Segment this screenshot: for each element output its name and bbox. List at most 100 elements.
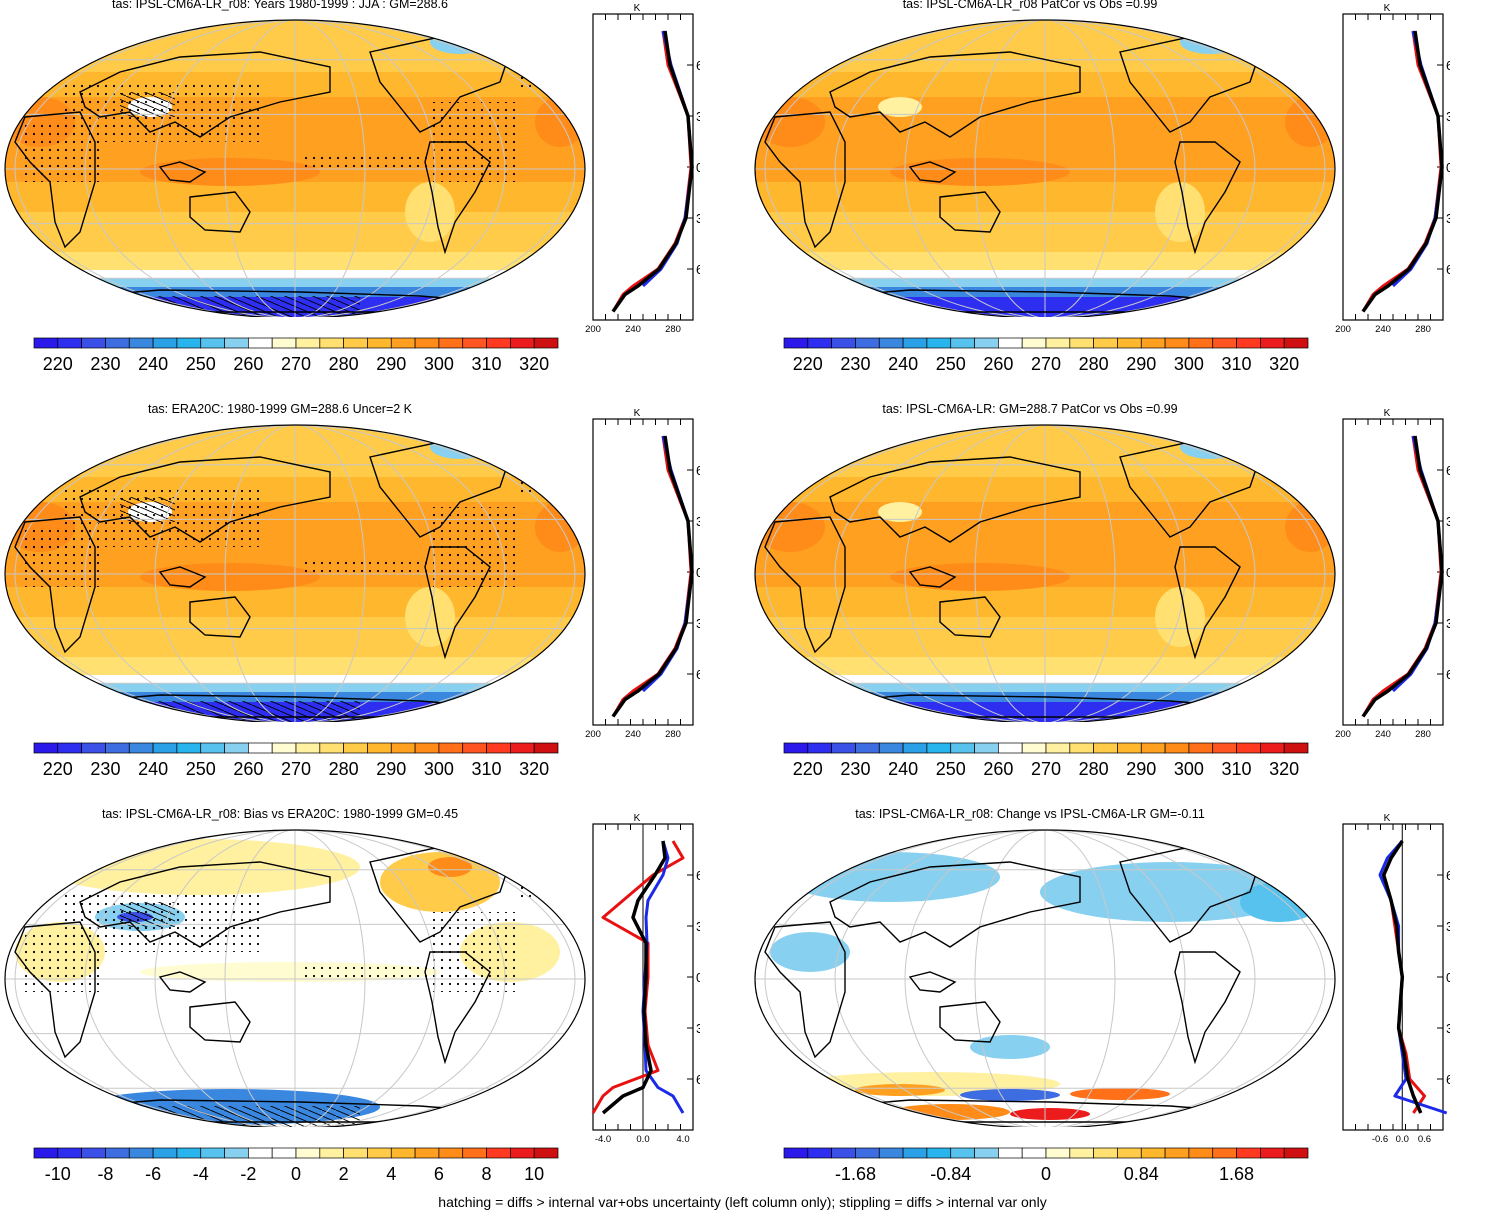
colorbar-segment [533,742,559,754]
profile-unit: K [1384,813,1391,824]
colorbar: 220 230 240 250 260 270 280 290 300 310 320 [33,742,559,779]
profile-lat-label: 60S [1446,1072,1450,1087]
profile-lat-label: 30S [696,616,700,631]
profile-x-label: 240 [625,729,641,740]
colorbar-segment [33,742,59,754]
profile-x-label: 280 [665,324,681,335]
panel-title: tas: IPSL-CM6A-LR_r08: Years 1980-1999 :… [112,0,448,11]
profile-lat-label: 60N [1446,58,1450,73]
colorbar-segment [807,1147,832,1159]
profile-x-label: 0.0 [636,1134,649,1145]
profile-lat-label: 30S [1446,616,1450,631]
graticule-lon [764,20,1046,317]
graticule-lon [294,20,576,317]
colorbar-tick-label: 0.84 [1124,1164,1159,1184]
colorbar-tick-label: 0 [291,1164,301,1184]
colorbar-tick-label: 220 [43,354,73,374]
colorbar-segment [902,1147,928,1159]
profile-lat-label: 30S [696,211,700,226]
profile-line-black [1361,30,1444,313]
field-anomaly [535,97,585,147]
field-anomaly [1155,182,1205,242]
colorbar-tick-label: -6 [145,1164,161,1184]
colorbar-segment [1236,337,1261,349]
colorbar-tick-label: -10 [45,1164,71,1184]
colorbar-segment [128,1147,154,1159]
stippling [520,447,580,497]
colorbar-tick-label: -0.84 [930,1164,971,1184]
hatching [60,701,360,722]
color-band [5,683,585,692]
color-band [5,212,585,252]
colorbar-segment [1140,337,1166,349]
colorbar-segment [1045,337,1071,349]
colorbar-tick-label: 310 [1222,759,1252,779]
colorbar-tick-label: 280 [329,759,359,779]
colorbar-tick-label: 260 [233,759,263,779]
color-band [755,702,1335,722]
colorbar-segment [1212,742,1237,754]
color-band [5,278,585,287]
graticule-lon [84,425,296,722]
color-band [755,477,1335,502]
colorbar-segment [367,1147,392,1159]
coastline [1174,546,1241,660]
field-anomaly [855,1084,945,1096]
colorbar-tick-label: -8 [97,1164,113,1184]
color-band [755,278,1335,287]
colorbar-segment [367,742,392,754]
color-band [755,252,1335,270]
profile-line-black [1361,435,1444,718]
colorbar-segment [128,742,154,754]
colorbar-segment [271,337,297,349]
field-anomaly [890,158,1070,186]
profile-x-label: 200 [585,729,601,740]
panel-title: tas: IPSL-CM6A-LR_r08: Change vs IPSL-CM… [855,807,1205,821]
zonal-profile-5: K 60N 30N 0 30S 60S -4.0 0.0 4.0 [591,813,700,1145]
coastline [14,516,96,654]
coastline [158,161,207,183]
coastline [764,921,846,1059]
graticule-lon [974,830,1046,1127]
coastline [829,51,1081,138]
colorbar-segment [1236,742,1261,754]
profile-line-black [601,840,667,1115]
colorbar-segment [1164,1147,1190,1159]
profile-line-black [1381,840,1423,1114]
colorbar: 220 230 240 250 260 270 280 290 300 310 320 [33,337,559,374]
zonal-profile-2: K 60N 30N 0 30S 60S 200 240 280 [1335,3,1450,335]
graticule-lon [1044,425,1256,722]
colorbar-segment [1164,337,1190,349]
colorbar-tick-label: 250 [936,354,966,374]
stippling [20,122,100,182]
coastline [764,516,846,654]
colorbar-segment [902,742,928,754]
colorbar-segment [998,742,1023,754]
colorbar-segment [486,742,511,754]
profile-line-black [611,30,694,313]
field-anomaly [430,435,490,459]
field-anomaly [140,158,320,186]
profile-lat-label: 0 [1446,565,1450,580]
field-anomaly [535,502,585,552]
colorbar-tick-label: 240 [138,759,168,779]
colorbar-segment [1093,337,1118,349]
colorbar-segment [319,1147,344,1159]
profile-lat-label: 30S [1446,211,1450,226]
panel-5: tas: IPSL-CM6A-LR_r08: Bias vs ERA20C: 1… [0,807,586,1184]
coastline [14,111,96,249]
colorbar-tick-label: 240 [888,354,918,374]
colorbar-segment [271,1147,297,1159]
zonal-profile-6: K 60N 30N 0 30S 60S -0.6 0.0 0.6 [1342,813,1450,1145]
colorbar-segment [224,1147,249,1159]
field-anomaly [405,182,455,242]
colorbar-segment [176,742,202,754]
color-band [755,683,1335,692]
graticule-lon [1044,425,1326,722]
colorbar-tick-label: 270 [1031,354,1061,374]
colorbar-segment [1260,337,1285,349]
colorbar-tick-label: 230 [90,354,120,374]
colorbar-segment [81,337,106,349]
profile-lat-label: 30N [1446,919,1450,934]
graticule-lon [1044,20,1256,317]
